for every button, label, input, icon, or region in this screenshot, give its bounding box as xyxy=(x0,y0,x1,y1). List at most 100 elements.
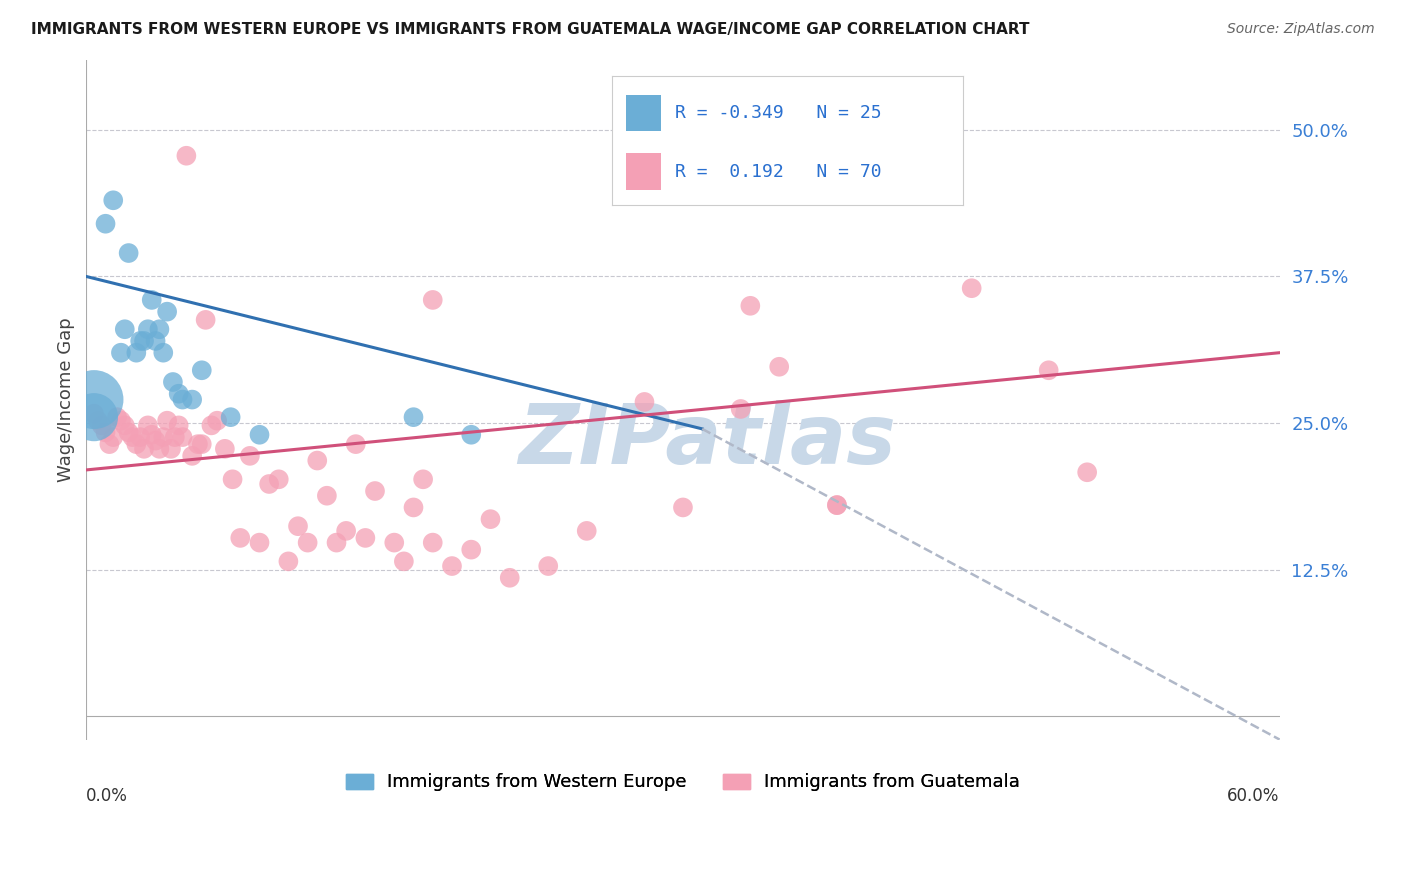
Point xyxy=(422,535,444,549)
Point xyxy=(160,442,183,456)
Text: 0.0%: 0.0% xyxy=(86,787,128,805)
Point xyxy=(364,483,387,498)
Point xyxy=(672,500,695,515)
Point xyxy=(162,375,184,389)
Point xyxy=(229,531,252,545)
Point xyxy=(132,442,155,456)
Point xyxy=(257,477,280,491)
Point xyxy=(152,430,174,444)
Point xyxy=(132,334,155,348)
Point xyxy=(156,414,179,428)
Point xyxy=(315,489,337,503)
Point xyxy=(94,217,117,231)
Point xyxy=(307,453,329,467)
Point xyxy=(167,418,190,433)
Point xyxy=(633,395,655,409)
Point xyxy=(148,322,170,336)
Point xyxy=(194,313,217,327)
Point xyxy=(187,437,209,451)
Point xyxy=(94,425,117,440)
Point xyxy=(440,559,463,574)
Point xyxy=(83,392,105,407)
Point xyxy=(267,472,290,486)
Text: IMMIGRANTS FROM WESTERN EUROPE VS IMMIGRANTS FROM GUATEMALA WAGE/INCOME GAP CORR: IMMIGRANTS FROM WESTERN EUROPE VS IMMIGR… xyxy=(31,22,1029,37)
Point xyxy=(730,401,752,416)
Point xyxy=(181,392,204,407)
Point xyxy=(221,472,243,486)
Point xyxy=(136,418,159,433)
Point xyxy=(277,554,299,568)
Point xyxy=(825,498,848,512)
Y-axis label: Wage/Income Gap: Wage/Income Gap xyxy=(58,318,75,482)
Point xyxy=(1076,465,1098,479)
Point xyxy=(125,437,148,451)
Point xyxy=(740,299,762,313)
Point xyxy=(145,334,167,348)
Text: Source: ZipAtlas.com: Source: ZipAtlas.com xyxy=(1227,22,1375,37)
Point xyxy=(103,194,125,208)
Point xyxy=(412,472,434,486)
Point xyxy=(205,414,228,428)
Point xyxy=(114,418,136,433)
Point xyxy=(297,535,319,549)
Point xyxy=(156,304,179,318)
Point xyxy=(103,430,125,444)
Point xyxy=(402,410,425,425)
Point xyxy=(163,430,186,444)
Point xyxy=(121,430,143,444)
Point xyxy=(110,414,132,428)
Point xyxy=(768,359,790,374)
Point xyxy=(105,410,128,425)
FancyBboxPatch shape xyxy=(626,95,661,131)
Point xyxy=(392,554,415,568)
Point xyxy=(98,437,121,451)
Point xyxy=(117,425,139,440)
Point xyxy=(479,512,502,526)
Point xyxy=(141,293,163,307)
Point xyxy=(354,531,377,545)
Point xyxy=(181,449,204,463)
Point xyxy=(110,345,132,359)
FancyBboxPatch shape xyxy=(626,153,661,190)
Point xyxy=(125,345,148,359)
Text: R = -0.349   N = 25: R = -0.349 N = 25 xyxy=(675,104,882,122)
Text: ZIPatlas: ZIPatlas xyxy=(517,400,896,481)
Point xyxy=(172,430,194,444)
Point xyxy=(136,322,159,336)
Point xyxy=(83,410,105,425)
Point xyxy=(249,535,271,549)
Point xyxy=(129,430,152,444)
Point xyxy=(325,535,347,549)
Point xyxy=(214,442,236,456)
Point xyxy=(335,524,357,538)
Point xyxy=(152,345,174,359)
Point xyxy=(575,524,598,538)
Point xyxy=(422,293,444,307)
Point xyxy=(191,437,214,451)
Point xyxy=(402,500,425,515)
Point xyxy=(87,414,110,428)
Point xyxy=(239,449,262,463)
Text: 60.0%: 60.0% xyxy=(1227,787,1279,805)
Point xyxy=(117,246,139,260)
Point xyxy=(145,434,167,448)
Point xyxy=(172,392,194,407)
Point xyxy=(960,281,983,295)
Point xyxy=(148,442,170,456)
Point xyxy=(129,334,152,348)
Point xyxy=(114,322,136,336)
Point xyxy=(460,427,482,442)
Point xyxy=(249,427,271,442)
Point xyxy=(382,535,405,549)
Point xyxy=(176,149,198,163)
Point xyxy=(83,407,105,421)
Point xyxy=(191,363,214,377)
Point xyxy=(141,427,163,442)
Point xyxy=(499,571,522,585)
Point xyxy=(287,519,309,533)
Point xyxy=(167,386,190,401)
Point xyxy=(200,418,222,433)
Point xyxy=(344,437,367,451)
Point xyxy=(825,498,848,512)
Point xyxy=(90,418,112,433)
